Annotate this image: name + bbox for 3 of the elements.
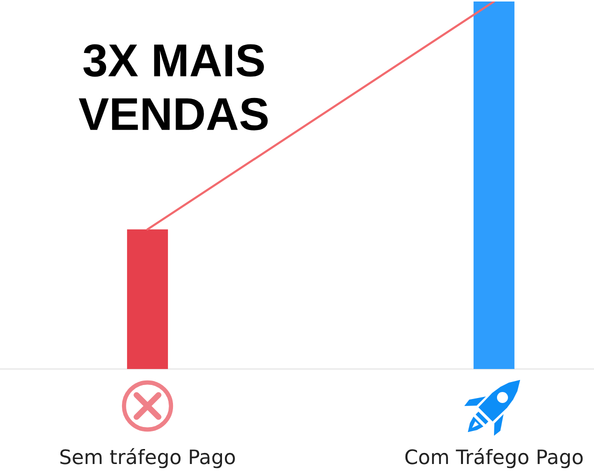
text: 3X MAIS VENDAS xyxy=(78,44,268,130)
x-tick-label: Sem tráfego Pago xyxy=(60,448,235,468)
x-tick-label: Com Tráfego Pago xyxy=(405,448,583,468)
